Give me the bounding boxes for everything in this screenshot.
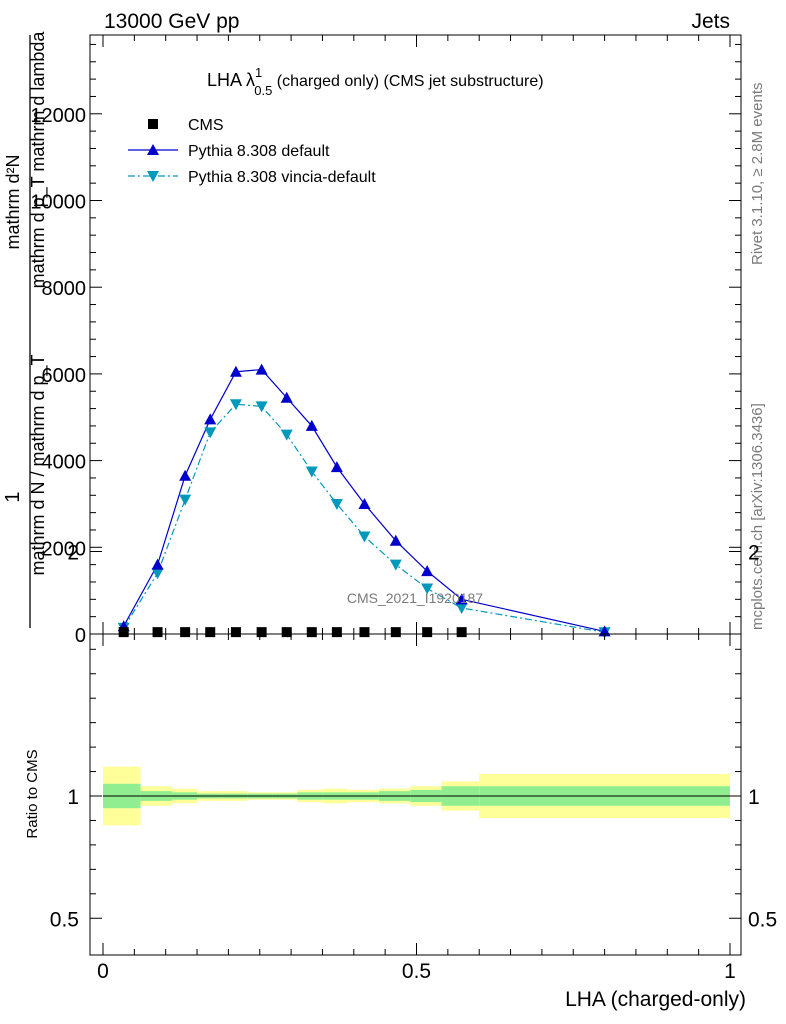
vincia-point [358,531,371,543]
cms-point [256,627,267,638]
energy-label: 13000 GeV pp [104,10,239,33]
ratio-plot: 0.5 0.5 1 1 2 2 0 0.5 1 [50,542,777,984]
main-plot: 0 2000 4000 6000 8000 10000 12000 CMS_2021_I19… [30,34,742,647]
legend-marker-cms [148,119,158,129]
ylabel-numerator: 1 [2,491,24,502]
series-line-default [123,368,605,632]
default-point [280,391,293,403]
cms-point [422,627,433,638]
main-ytick-label: 0 [75,625,86,647]
ratio-ytick-label-right: 2 [748,542,760,565]
default-point [305,419,318,431]
default-point [330,461,343,473]
cms-point [331,627,342,638]
legend-label-cms: CMS [188,117,224,134]
default-point [389,534,402,546]
ratio-ytick-label-right: 0.5 [748,908,777,931]
main-ytick-label: 6000 [42,365,87,387]
vincia-point [389,559,402,571]
main-title: LHA λ1 0.5 (charged only) (CMS jet substr… [207,65,544,98]
xtick-label: 1 [724,960,736,983]
ylabel-fraction-denominator: mathrm d p_T mathrm d lambda [28,31,49,289]
vincia-point [229,399,242,411]
title-main: LHA λ [207,70,255,90]
default-point [358,497,371,509]
main-ylabel: 1 mathrm d N / mathrm d p_T mathrm d²N m… [2,31,49,628]
legend: CMS Pythia 8.308 default Pythia 8.308 vi… [128,117,376,186]
ylabel-fraction-numerator: mathrm d²N [3,154,23,249]
xtick-label: 0.5 [402,960,431,983]
main-ytick-label: 2000 [42,538,87,560]
watermark: CMS_2021_I1920187 [347,590,483,606]
default-point [151,558,164,570]
legend-marker-vincia [147,171,159,182]
default-point [421,565,434,577]
title-sup: 1 [255,65,262,80]
cms-point [180,627,191,638]
x-axis-label: LHA (charged-only) [565,988,746,1011]
cms-point [152,627,163,638]
vincia-point [305,466,318,478]
main-ytick-label: 10000 [30,192,86,214]
category-label: Jets [691,10,730,33]
default-point [179,469,192,481]
xtick-label: 0 [97,960,109,983]
default-point [255,363,268,375]
cms-point [118,627,129,638]
rivet-label: Rivet 3.1.10, ≥ 2.8M events [749,83,766,266]
cms-point [306,627,317,638]
cms-point [390,627,401,638]
vincia-point [455,602,468,614]
ratio-ytick-label-right: 1 [748,786,760,809]
ratio-ytick-label: 1 [67,786,79,809]
main-ytick-label: 12000 [30,105,86,127]
default-point [455,593,468,605]
cms-point [230,627,241,638]
ratio-frame [89,633,742,956]
title-rest: (charged only) (CMS jet substructure) [272,73,543,90]
vincia-point [255,401,268,413]
cms-point [456,627,467,638]
legend-label-default: Pythia 8.308 default [188,143,330,160]
ratio-ytick-label: 2 [67,542,79,565]
mcplots-label: mcplots.cern.ch [arXiv:1306.3436] [749,403,766,630]
vincia-point [179,494,192,506]
vincia-point [330,498,343,510]
ylabel-denominator: mathrm d N / mathrm d p_T [28,354,49,575]
default-point [229,365,242,377]
cms-point [359,627,370,638]
legend-label-vincia: Pythia 8.308 vincia-default [188,169,376,186]
series-line-vincia [123,403,605,633]
title-sub: 0.5 [254,83,272,98]
vincia-point [204,427,217,439]
ratio-ytick-label: 0.5 [50,908,79,931]
vincia-point [421,583,434,595]
cms-point [205,627,216,638]
legend-marker-default [147,144,159,155]
cms-point [281,627,292,638]
main-ytick-label: 4000 [42,452,87,474]
vincia-point [151,568,164,580]
ratio-ylabel: Ratio to CMS [24,749,41,838]
main-ytick-label: 8000 [42,278,87,300]
default-point [204,413,217,425]
vincia-point [280,429,293,441]
